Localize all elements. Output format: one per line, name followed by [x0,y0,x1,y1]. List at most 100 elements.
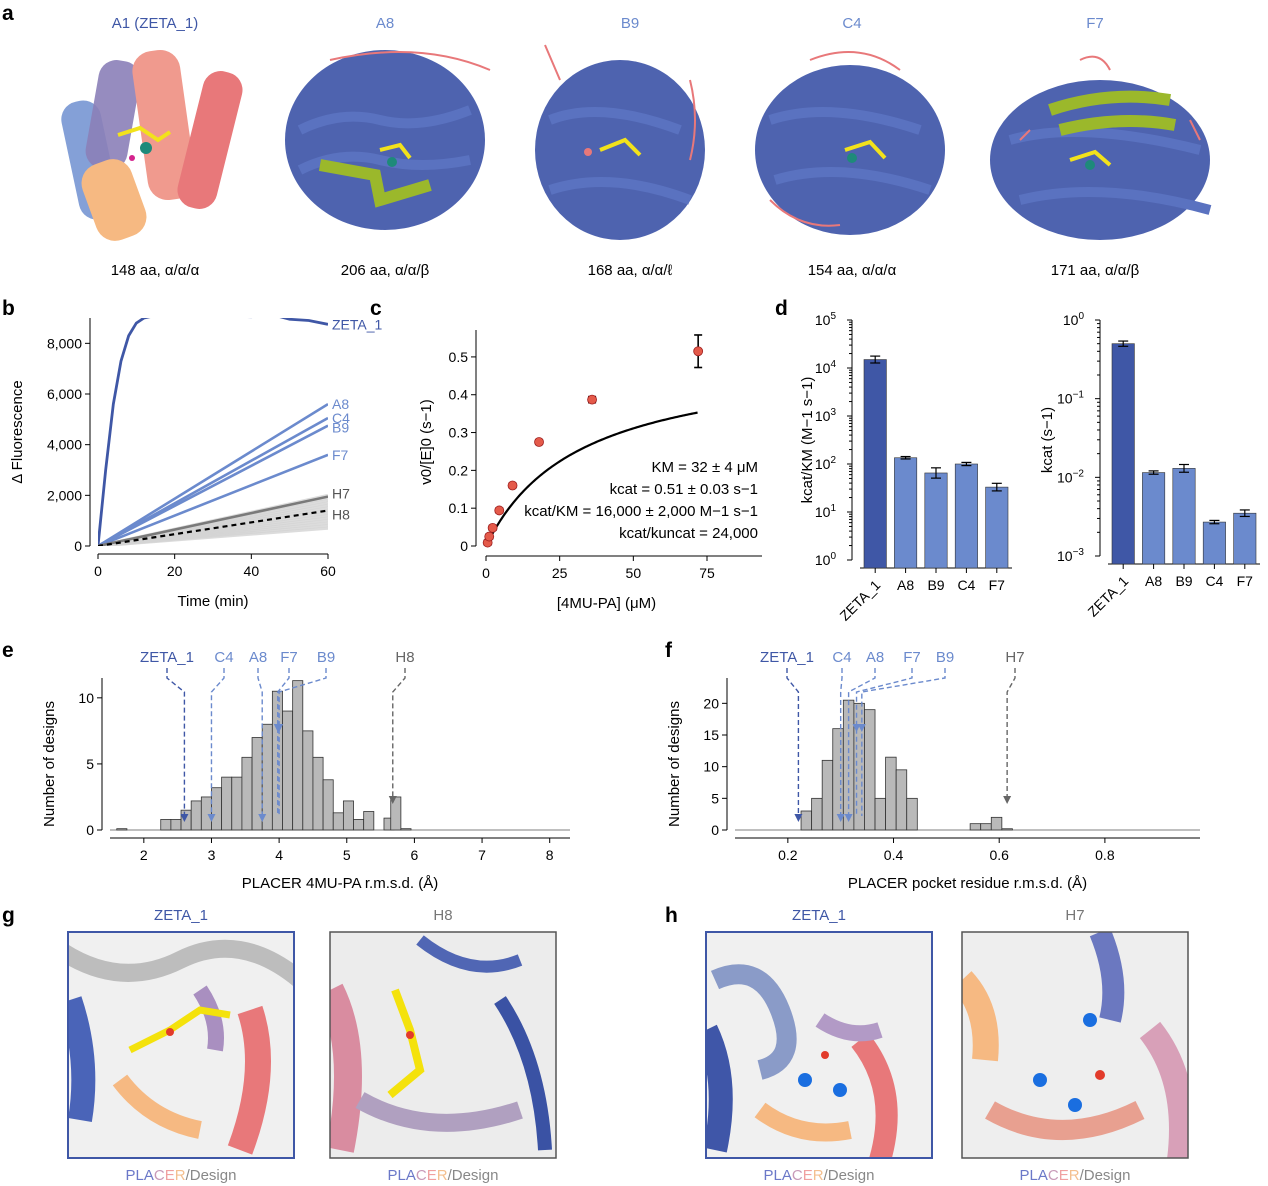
marker-label-c4: C4 [832,649,851,666]
chart-e-histogram: 0 5 10 2 3 4 5 6 7 8 PLACER 4MU-PA r.m.s.d. (Å) Num… [41,649,570,892]
structure-closeup-h7 [962,932,1188,1158]
placer-design-legend: PLACER/Design [764,1167,875,1184]
x-tick-label: 0 [94,563,102,579]
panel-g-right-title: H8 [433,907,452,924]
fit-curve [485,411,698,545]
marker-line-zeta_1 [786,668,800,816]
bar-zeta_1 [863,359,887,569]
series-line-a8 [98,403,328,546]
y-axis-label: Number of designs [41,701,58,827]
marker-line-b9 [278,668,327,816]
protein-structure-icon [535,44,705,240]
marker-line-h8 [392,668,406,798]
panel-letter-c: c [370,297,382,320]
bar-a8 [894,457,918,569]
bar-b9 [924,472,948,569]
histogram-bar [180,809,192,831]
x-tick-label: C4 [1205,573,1223,589]
structure-caption-b9: 168 aa, α/α/ℓ [588,262,673,279]
x-tick-label: 6 [411,847,419,863]
y-tick-label: 101 [815,503,837,520]
y-tick-label: 10−1 [1057,390,1084,407]
y-axis-label: Δ Fluorescence [9,380,26,483]
image-frame [961,931,1189,1159]
histogram-bar [116,828,128,831]
structure-title-a8: A8 [376,15,394,32]
bar-zeta_1 [1111,343,1135,565]
x-tick-label: C4 [957,577,975,593]
marker-arrow-c4 [836,814,845,822]
panel-a-structures: A1 (ZETA_1) A8 B9 C4 F7 [61,15,1212,279]
y-tick-label: 0.1 [449,500,469,516]
marker-line-f7 [855,668,913,816]
x-tick-label: 25 [552,565,568,581]
structure-caption-c4: 154 aa, α/α/α [808,262,897,279]
chart-d-kcat: 10−3 10−2 10−1 100 ZETA_1 A8 B9 C4 F7 kcat (s−1) [1039,311,1260,620]
marker-arrow-h8 [388,796,397,804]
marker-arrow-b9 [857,724,866,732]
structure-closeup-h8 [330,932,556,1158]
marker-line-c4 [839,668,843,816]
y-tick-label: 0 [86,822,94,838]
series-line-b9 [98,424,328,546]
annotation-kcat: kcat = 0.51 ± 0.03 s−1 [610,481,758,498]
bar-f7 [985,486,1009,569]
marker-label-a8: A8 [249,649,267,666]
bar-b9 [1172,468,1196,565]
y-tick-label: 10 [703,759,719,775]
y-tick-label: 102 [815,455,837,472]
marker-arrow-b9 [275,724,284,732]
protein-structure-icon [990,55,1212,240]
marker-label-b9: B9 [936,649,954,666]
series-label-a8: A8 [332,396,349,412]
histogram-bar [282,710,294,831]
y-tick-label: 10−3 [1057,547,1084,564]
panel-letter-d: d [775,297,788,320]
x-tick-label: 75 [699,565,715,581]
marker-label-a8: A8 [866,649,884,666]
x-tick-label: 7 [478,847,486,863]
histogram-bar [400,828,412,831]
bar-a8 [1142,472,1166,565]
y-tick-label: 4,000 [47,437,82,453]
marker-label-b9: B9 [317,649,335,666]
placer-design-legend: PLACER/Design [126,1167,237,1184]
x-tick-label: 60 [320,563,336,579]
x-tick-label: 50 [626,565,642,581]
histogram-bar [353,819,365,831]
histogram-bar [800,810,813,831]
bar-c4 [954,463,978,569]
histogram-bar [302,730,314,831]
marker-arrow-f7 [852,724,861,732]
x-tick-label: 40 [244,563,260,579]
panel-g-images: ZETA_1 H8 PLACER/Design PLACER/Design [67,907,557,1184]
marker-line-b9 [861,668,946,816]
y-tick-label: 5 [86,756,94,772]
y-axis-label: v0/[E]0 (s−1) [418,399,435,484]
y-tick-label: 103 [815,407,837,424]
marker-label-f7: F7 [903,649,921,666]
chart-f-histogram: 0 5 10 15 20 0.2 0.4 0.6 0.8 PLACER pocket residu… [666,649,1200,892]
panel-g-left-title: ZETA_1 [154,907,208,924]
histogram-bar [312,756,324,831]
chart-b-time-course: 0 2,000 4,000 6,000 8,000 0 20 40 60 Time (min) Δ … [9,316,383,610]
structure-caption-a8: 206 aa, α/α/β [341,262,430,279]
histogram-bar [211,787,223,831]
histogram-bar [906,797,918,831]
data-point [507,480,518,491]
chart-c-michaelis-menten: KM = 32 ± 4 μM kcat = 0.51 ± 0.03 s−1 kc… [418,330,762,612]
series-label-zeta_1: ZETA_1 [332,316,383,332]
marker-line-h7 [1006,668,1016,798]
histogram-bar [221,776,233,831]
y-tick-label: 0.2 [449,462,469,478]
y-tick-label: 0.4 [449,387,469,403]
x-tick-label: F7 [989,577,1006,593]
data-point [534,437,544,447]
x-axis-label: PLACER pocket residue r.m.s.d. (Å) [848,875,1087,892]
structure-title-c4: C4 [842,15,861,32]
histogram-bar [363,811,375,831]
histogram-bar [200,796,212,831]
x-tick-label: A8 [897,577,914,593]
histogram-bar [292,680,304,831]
x-tick-label: 0.8 [1095,847,1115,863]
